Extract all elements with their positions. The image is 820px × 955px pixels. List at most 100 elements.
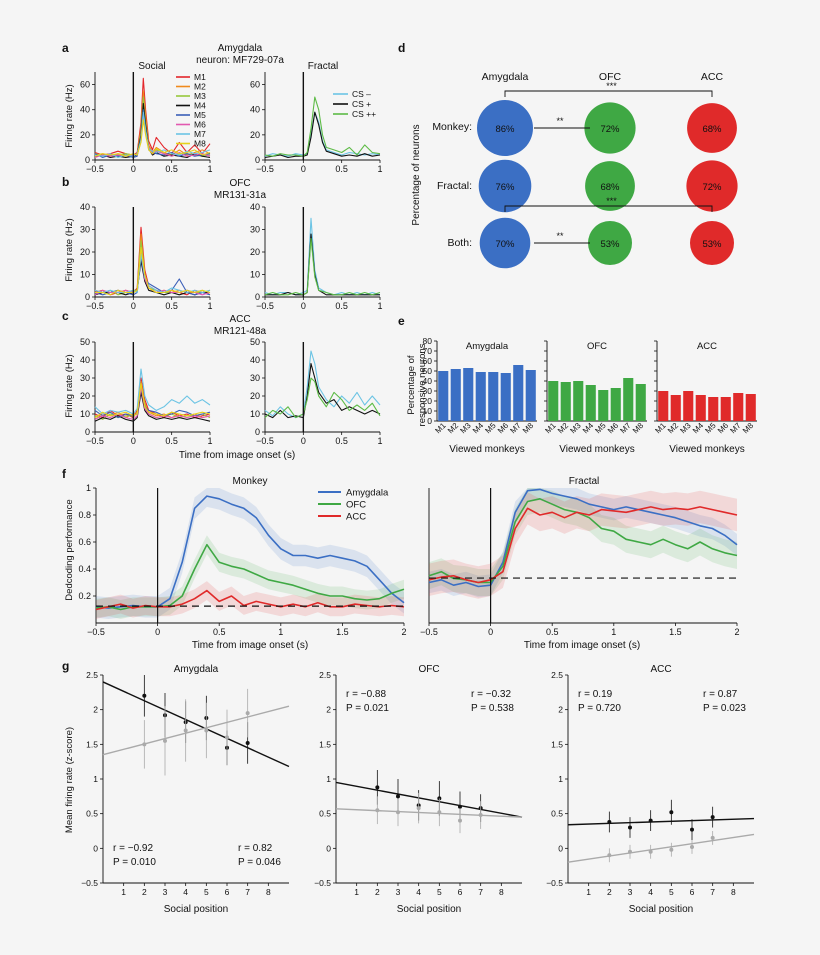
panel-c-social-y-tick-label: 40 (80, 355, 90, 365)
panel-g-acc-x-tick-label: 3 (628, 887, 633, 897)
panel-g-ofc-point-grey (478, 813, 483, 818)
panel-c-fractal-y-tick-label: 20 (250, 391, 260, 401)
panel-e-amygdala-bar-M2 (450, 369, 461, 421)
panel-e-acc-bar-M3 (683, 391, 694, 421)
panel-d-circle-label-1-2: 72% (702, 182, 722, 193)
panel-g-amygdala-y-tick-label: 2.5 (86, 670, 98, 680)
panel-g-amygdala-r-grey: r = 0.82 (238, 843, 273, 854)
panel-b-fractal-y-tick-label: 40 (250, 202, 260, 212)
panel-c-xlabel: Time from image onset (s) (179, 450, 295, 461)
panel-f-fractal-line-acc (428, 506, 738, 584)
panel-e-ylabel-2: responsive neurons (417, 343, 428, 426)
panel-f-legend-label-ofc: OFC (346, 500, 366, 511)
panel-f-monkey-title: Monkey (232, 476, 267, 487)
panel-g-ofc-p-grey: P = 0.538 (471, 703, 514, 714)
panel-a-fractal-y-tick-label: 60 (250, 80, 260, 90)
panel-g-ofc-r-black: r = −0.88 (346, 689, 386, 700)
panel-d-col-amygdala: Amygdala (482, 71, 529, 83)
legend-fractal-label-1: CS + (352, 99, 371, 109)
panel-c-fractal-y-tick-label: 0 (255, 427, 260, 437)
panel-e-ofc-bar-M1 (548, 381, 559, 421)
panel-e-amygdala-bar-M4 (475, 372, 486, 421)
panel-b-fractal-y-tick-label: 30 (250, 225, 260, 235)
panel-g-acc-point-black (690, 827, 694, 832)
panel-d-bracket-both-stars: *** (606, 196, 617, 206)
legend-social-label-M4: M4 (194, 101, 206, 111)
panel-b-social-line-M1 (94, 226, 210, 296)
legend-fractal-label-0: CS – (352, 89, 371, 99)
legend-social-label-M1: M1 (194, 72, 206, 82)
panel-f-monkey-x-tick-label: 0.5 (213, 627, 226, 637)
panel-c-fractal-x-tick-label: 1 (377, 436, 382, 446)
panel-d-circle-0-1 (584, 102, 636, 154)
panel-letter-d: d (398, 41, 405, 55)
panel-g-ofc-y-tick-label: 2.5 (319, 670, 331, 680)
panel-a-fractal-line-CS– (264, 111, 381, 157)
panel-a-social-x-tick-label: −0.5 (86, 164, 104, 174)
panel-b-social-y-tick-label: 20 (80, 247, 90, 257)
panel-c-social-y-tick-label: 10 (80, 409, 90, 419)
panel-d-circle-0-2 (687, 103, 737, 153)
panel-g-ofc-x-tick-label: 5 (437, 887, 442, 897)
panel-e-ofc-bar-M7 (623, 378, 634, 421)
panel-f-monkey-band-acc (96, 581, 404, 619)
panel-b-fractal-line-CS+ (265, 233, 380, 296)
panel-d-circle-1-2 (686, 160, 738, 212)
panel-e-amygdala-y-tick-label: 50 (423, 366, 433, 376)
panel-c-fractal-x-tick-label: 0.5 (335, 436, 348, 446)
panel-f-xlabel-monkey: Time from image onset (s) (192, 640, 308, 651)
panel-g-ofc-point-grey (396, 810, 400, 815)
panel-b-social-line-M3 (95, 240, 211, 296)
panel-e-acc-bar-M8 (745, 394, 756, 421)
panel-e-amygdala-bar-M1 (438, 371, 449, 421)
panel-c-fractal-y-tick-label: 30 (250, 373, 260, 383)
panel-g-ofc-y-tick-label: 1.5 (319, 739, 331, 749)
panel-g-acc-fit-grey (567, 833, 755, 863)
panel-g-amygdala-y-tick-label: 1 (93, 774, 98, 784)
panel-g-acc-point-grey (628, 849, 632, 854)
panel-a-social-line-M8 (94, 119, 211, 157)
panel-letter-a: a (62, 41, 69, 55)
panel-d-circle-label-2-1: 53% (600, 239, 620, 250)
panel-c-social-y-tick-label: 50 (80, 337, 90, 347)
panel-g-acc-y-tick-label: 0 (558, 843, 563, 853)
panel-g-ofc-point-grey (458, 818, 462, 823)
panel-d-row-both: Both: (447, 237, 472, 249)
panel-a-fractal-title: Fractal (308, 61, 339, 72)
panel-d-link-stars-2: ** (556, 231, 564, 241)
panel-b-social-line-M8 (95, 246, 211, 296)
panel-g-amygdala-point-black (245, 740, 250, 745)
panel-f-fractal-x-tick-label: 0 (488, 627, 493, 637)
panel-d-bracket-monkey-stars: *** (606, 81, 617, 91)
panel-b-social-y-tick-label: 40 (80, 202, 90, 212)
panel-b-social-y-tick-label: 30 (80, 225, 90, 235)
panel-f-ylabel: Dedcoding performance (64, 499, 75, 600)
panel-g-amygdala-title: Amygdala (174, 664, 219, 675)
panel-g-ofc-y-tick-label: 2 (326, 705, 331, 715)
panel-g-acc-fit-black (567, 817, 755, 826)
panel-f-monkey-y-tick-label: 0.4 (78, 564, 91, 574)
panel-g-ofc-point-grey (416, 806, 421, 811)
panel-c-fractal-line-CS+ (264, 363, 381, 419)
panel-e-amygdala-y-tick-label: 40 (423, 376, 433, 386)
panel-g-amygdala-y-tick-label: 0.5 (86, 809, 98, 819)
panel-f-monkey-band-amygdala (96, 488, 404, 619)
panel-e-amygdala-bar-M8 (525, 370, 536, 421)
panel-g-ofc-xlabel: Social position (397, 904, 461, 915)
panel-e-acc-xlabel: Viewed monkeys (669, 444, 744, 455)
panel-a-social-y-tick-label: 0 (85, 155, 90, 165)
panel-g-ofc-y-tick-label: 0 (326, 843, 331, 853)
panel-b-social-y-tick-label: 10 (80, 270, 90, 280)
panel-g-acc-p-black: P = 0.720 (578, 703, 621, 714)
panel-e-acc-bar-M6 (720, 397, 731, 421)
panel-e-amygdala-bar-M7 (513, 365, 524, 421)
panel-g-ofc-fit-black (335, 781, 523, 818)
panel-g-acc-y-tick-label: 2.5 (551, 670, 563, 680)
panel-g-ofc-y-tick-label: −0.5 (314, 878, 331, 888)
panel-g-amygdala-x-tick-label: 3 (163, 887, 168, 897)
panel-b-fractal-y-tick-label: 20 (250, 247, 260, 257)
panel-letter-c: c (62, 309, 69, 323)
panel-e-ofc-bar-M5 (598, 390, 609, 421)
